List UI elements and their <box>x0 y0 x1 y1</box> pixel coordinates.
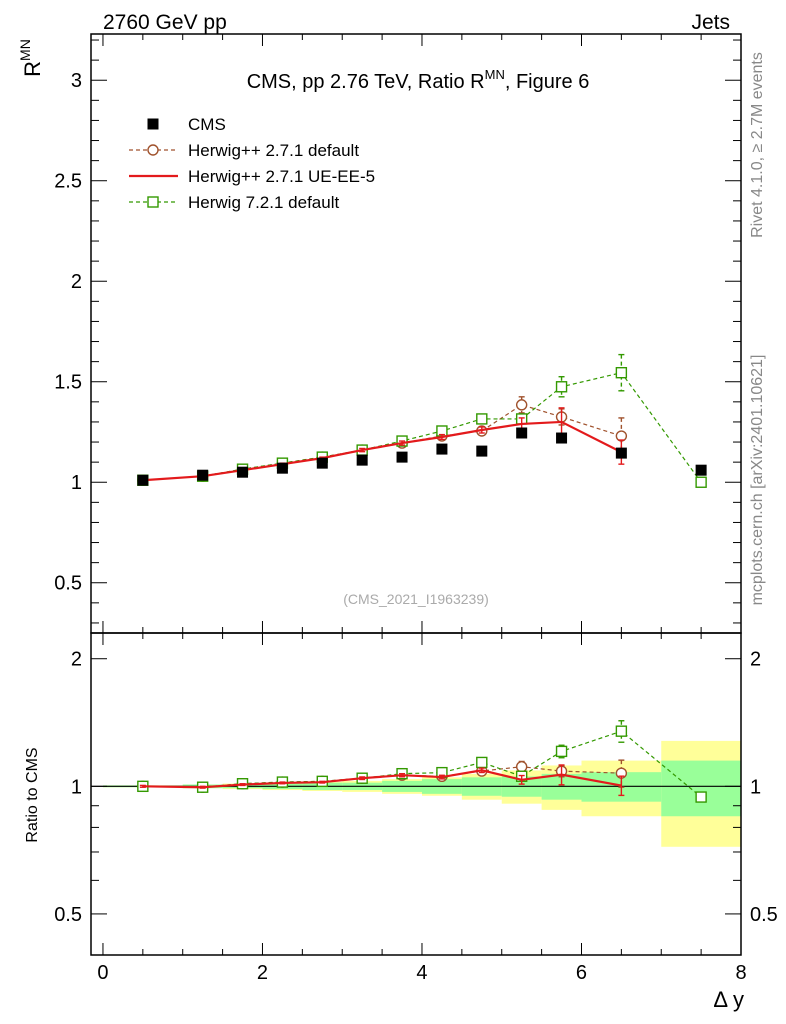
header-right: Jets <box>691 11 730 34</box>
ratio-y-tick-label-left-0.5: 0.5 <box>54 904 82 926</box>
cms-data-point-7 <box>436 443 448 455</box>
ratio-uncertainty-bands <box>102 740 741 847</box>
y-tick-label-2.5: 2.5 <box>54 171 82 193</box>
ratio-panel-frame <box>90 632 742 956</box>
cms-data-point-3 <box>276 462 288 474</box>
marker-h7-11 <box>615 366 628 379</box>
y-tick-label-3: 3 <box>71 70 82 92</box>
axes: 0 2 4 6 8 0.5 1 1.5 2 2.5 3 0.5 0.5 1 1 2 2 <box>54 34 778 984</box>
ratio-marker-h7-11 <box>615 725 628 737</box>
ratio-y-tick-label-right-1: 1 <box>750 776 761 798</box>
ratio-y-tick-label-right-0.5: 0.5 <box>750 904 778 926</box>
mcplots-label: mcplots.cern.ch [arXiv:2401.10621] <box>749 355 766 606</box>
x-tick-label-2: 2 <box>257 962 268 984</box>
cms-data-point-2 <box>237 466 249 478</box>
rivet-label: Rivet 4.1.0, ≥ 2.7M events <box>749 52 766 238</box>
y-tick-label-1.5: 1.5 <box>54 372 82 394</box>
main-panel-data <box>137 353 707 488</box>
x-tick-label-0: 0 <box>97 962 108 984</box>
y-axis-label: RMN <box>17 39 45 77</box>
analysis-watermark: (CMS_2021_I1963239) <box>343 591 489 607</box>
cms-data-point-4 <box>316 457 328 469</box>
legend: CMS Herwig++ 2.7.1 default Herwig++ 2.7.1 … <box>129 115 375 212</box>
y-axis-label-sup: MN <box>17 39 33 61</box>
cms-data-point-1 <box>197 469 209 481</box>
series-line-hpp_ueee5 <box>142 420 622 482</box>
legend-label-h7: Herwig 7.2.1 default <box>188 193 339 212</box>
ratio-marker-h7-8 <box>476 756 488 769</box>
cms-data-point-10 <box>556 432 568 444</box>
ratio-marker-hpp_default-9 <box>515 761 528 773</box>
y-tick-label-1: 1 <box>71 472 82 494</box>
marker-h7-10 <box>555 381 568 393</box>
legend-marker-h7 <box>147 196 159 208</box>
cms-data-point-12 <box>695 464 707 476</box>
ratio-y-tick-label-right-2: 2 <box>750 649 761 671</box>
ratio-line-hpp_ueee5 <box>142 769 622 789</box>
ratio-marker-h7-10 <box>555 745 568 758</box>
chart-title-main: CMS, pp 2.76 TeV, Ratio R <box>247 71 485 93</box>
x-tick-label-6: 6 <box>576 962 587 984</box>
y-tick-label-2: 2 <box>71 271 82 293</box>
cms-data-point-0 <box>137 474 149 486</box>
legend-label-cms: CMS <box>188 115 226 134</box>
ratio-stat-band-12 <box>661 760 741 817</box>
cms-data-point-11 <box>615 447 627 459</box>
cms-data-point-5 <box>356 454 368 466</box>
legend-marker-hpp_default <box>147 144 159 156</box>
ratio-y-tick-label-left-1: 1 <box>71 776 82 798</box>
chart-title-suffix: , Figure 6 <box>505 71 589 93</box>
panel-frames <box>90 33 742 956</box>
y-tick-label-0.5: 0.5 <box>54 573 82 595</box>
x-axis-label: Δ y <box>713 987 744 1012</box>
chart-title-sup: MN <box>485 67 505 82</box>
header-left: 2760 GeV pp <box>103 11 227 34</box>
ratio-y-tick-label-left-2: 2 <box>71 649 82 671</box>
chart-title: CMS, pp 2.76 TeV, Ratio RMN, Figure 6 <box>247 67 590 93</box>
ratio-marker-h7-12 <box>695 791 707 803</box>
legend-label-hpp_default: Herwig++ 2.7.1 default <box>188 141 359 160</box>
marker-hpp_default-9 <box>515 399 528 411</box>
marker-h7-12 <box>695 476 707 488</box>
ratio-panel-data <box>91 720 741 803</box>
x-tick-label-4: 4 <box>416 962 427 984</box>
series-line-hpp_default <box>142 404 622 481</box>
legend-cms-marker <box>147 118 159 130</box>
legend-label-hpp_ueee5: Herwig++ 2.7.1 UE-EE-5 <box>188 167 375 186</box>
ratio-y-axis-label: Ratio to CMS <box>24 747 41 842</box>
marker-h7-8 <box>476 413 488 425</box>
series-line-h7 <box>142 372 702 483</box>
cms-data-point-9 <box>516 427 528 439</box>
cms-data-point-6 <box>396 451 408 463</box>
cms-data-point-8 <box>476 445 488 457</box>
x-tick-label-8: 8 <box>735 962 746 984</box>
y-axis-label-main: R <box>20 61 45 77</box>
